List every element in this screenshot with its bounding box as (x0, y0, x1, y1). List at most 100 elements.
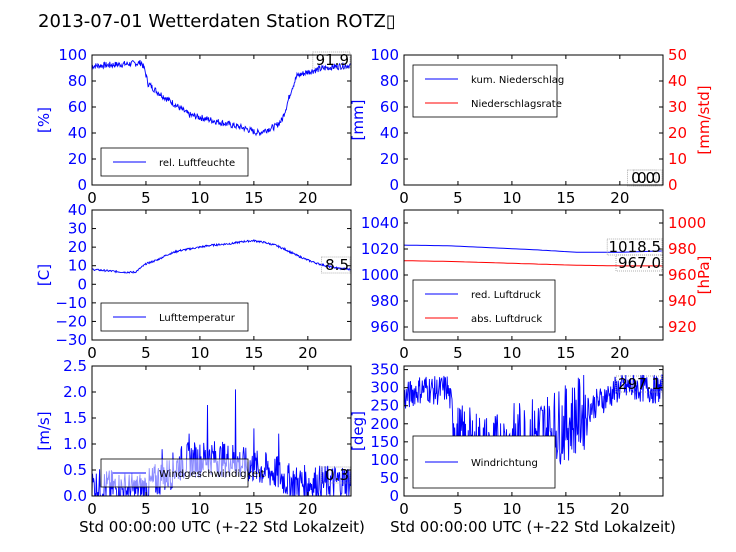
y-tick-label: 350 (370, 361, 399, 379)
x-tick-label: 20 (298, 500, 317, 518)
y-tick-label: 980 (370, 292, 399, 310)
x-tick-label: 15 (244, 344, 263, 362)
x-axis-label-left: Std 00:00:00 UTC (+-22 Std Lokalzeit) (79, 518, 365, 536)
y-tick-label: 200 (370, 415, 399, 433)
x-tick-label: 15 (556, 344, 575, 362)
y2-tick-label: 940 (668, 292, 697, 310)
x-tick-label: 0 (399, 500, 409, 518)
y-tick-label: 40 (380, 124, 399, 142)
y-tick-label: 40 (68, 201, 87, 219)
y2-tick-label: 0 (668, 176, 678, 194)
y-tick-label: 1.0 (63, 435, 87, 453)
y2-axis-label: [hPa] (695, 256, 713, 295)
legend-entry: abs. Luftdruck (471, 314, 542, 325)
y-axis-label: [%] (35, 107, 53, 133)
y-axis-label: [m/s] (35, 411, 53, 450)
x-tick-label: 0 (87, 189, 97, 207)
x-tick-label: 10 (502, 344, 521, 362)
y-tick-label: 0 (389, 487, 399, 505)
y-tick-label: 40 (68, 124, 87, 142)
value-annotation: 91.9 (316, 51, 349, 69)
y-tick-label: 150 (370, 433, 399, 451)
y-tick-label: 250 (370, 397, 399, 415)
value-annotation: 297.1 (618, 375, 661, 393)
value-annotation-box (312, 51, 351, 69)
y-tick-label: −10 (55, 294, 87, 312)
value-annotation-box (321, 466, 351, 484)
x-tick-label: 0 (87, 500, 97, 518)
x-tick-label: 5 (453, 189, 463, 207)
y-tick-label: 20 (380, 150, 399, 168)
y-tick-label: 0 (77, 176, 87, 194)
y-tick-label: 20 (68, 150, 87, 168)
y-tick-label: 300 (370, 379, 399, 397)
y2-tick-label: 10 (668, 150, 687, 168)
y2-tick-label: 40 (668, 72, 687, 90)
value-annotation-box (615, 375, 663, 393)
y-tick-label: 0 (77, 275, 87, 293)
y-tick-label: 1040 (361, 214, 399, 232)
y-tick-label: 960 (370, 318, 399, 336)
axes-frame-winddirection (403, 365, 664, 497)
legend-entry: Niederschlagsrate (471, 99, 562, 110)
value-annotation-box (321, 256, 351, 274)
x-tick-label: 5 (453, 344, 463, 362)
y-tick-label: 10 (68, 257, 87, 275)
y-axis-label: [deg] (349, 411, 367, 451)
y-tick-label: 100 (58, 46, 87, 64)
legend-pressure: red. Luftdruck abs. Luftdruck (412, 279, 556, 333)
x-tick-label: 20 (610, 189, 629, 207)
y2-tick-label: 20 (668, 124, 687, 142)
value-annotation: 0.0 (637, 169, 661, 187)
legend-entry: red. Luftdruck (471, 290, 541, 301)
x-tick-label: 15 (556, 500, 575, 518)
legend-entry: kum. Niederschlag (471, 75, 564, 86)
legend-entry: Windrichtung (471, 458, 538, 469)
axes-frame-humidity (91, 54, 352, 186)
y-tick-label: 0 (389, 176, 399, 194)
y2-tick-label: 50 (668, 46, 687, 64)
figure-title: 2013-07-01 Wetterdaten Station ROTZ▯ (38, 11, 396, 32)
x-tick-label: 15 (244, 189, 263, 207)
y-tick-label: 100 (370, 46, 399, 64)
x-tick-label: 10 (190, 189, 209, 207)
x-tick-label: 20 (298, 189, 317, 207)
y-tick-label: 1020 (361, 240, 399, 258)
series-line-pressure-0 (403, 244, 664, 253)
y-tick-label: 0.5 (63, 461, 87, 479)
x-tick-label: 10 (190, 500, 209, 518)
chart-windspeed: 0 5 10 15 20 0.0 0.5 1.0 1.5 2.0 2.5 [m/s] Windgesch… (35, 357, 352, 518)
y2-tick-label: 920 (668, 318, 697, 336)
value-annotation-box (627, 169, 657, 187)
series-line-temperature-0 (91, 238, 352, 274)
legend-box (412, 279, 556, 333)
x-tick-label: 0 (399, 189, 409, 207)
axes-frame-temperature (91, 209, 352, 341)
legend-temperature: Lufttemperatur (100, 302, 249, 332)
y-tick-label: 2.5 (63, 357, 87, 375)
y-tick-label: 60 (68, 98, 87, 116)
x-tick-label: 0 (87, 344, 97, 362)
x-tick-label: 20 (610, 500, 629, 518)
y-tick-label: 30 (68, 220, 87, 238)
legend-entry: Windgeschwindigkeit (159, 469, 265, 480)
chart-winddirection: 0 5 10 15 20050100150200250300350[deg]Windri… (349, 361, 664, 518)
x-tick-label: 5 (141, 500, 151, 518)
x-tick-label: 10 (190, 344, 209, 362)
chart-precipitation: 0 5 10 15 20 0 20 40 60 80 100 0 10 20 30 40 50 [mm] [mm/s… (349, 46, 713, 207)
x-tick-label: 10 (502, 189, 521, 207)
chart-temperature: 0 5 10 15 20−30−20−10010203040[C]Lufttempera… (35, 201, 352, 362)
value-annotation: 0.0 (631, 169, 655, 187)
value-annotation: 967.0 (618, 254, 661, 272)
value-annotation: 1018.5 (609, 238, 662, 256)
x-tick-label: 5 (453, 500, 463, 518)
legend-entry: Lufttemperatur (159, 313, 236, 324)
axes-frame-precipitation (403, 54, 664, 186)
y-tick-label: 0.0 (63, 487, 87, 505)
y-tick-label: 50 (380, 469, 399, 487)
legend-entry: rel. Luftfeuchte (159, 158, 235, 169)
x-tick-label: 0 (399, 344, 409, 362)
value-annotation: 8.5 (325, 256, 349, 274)
